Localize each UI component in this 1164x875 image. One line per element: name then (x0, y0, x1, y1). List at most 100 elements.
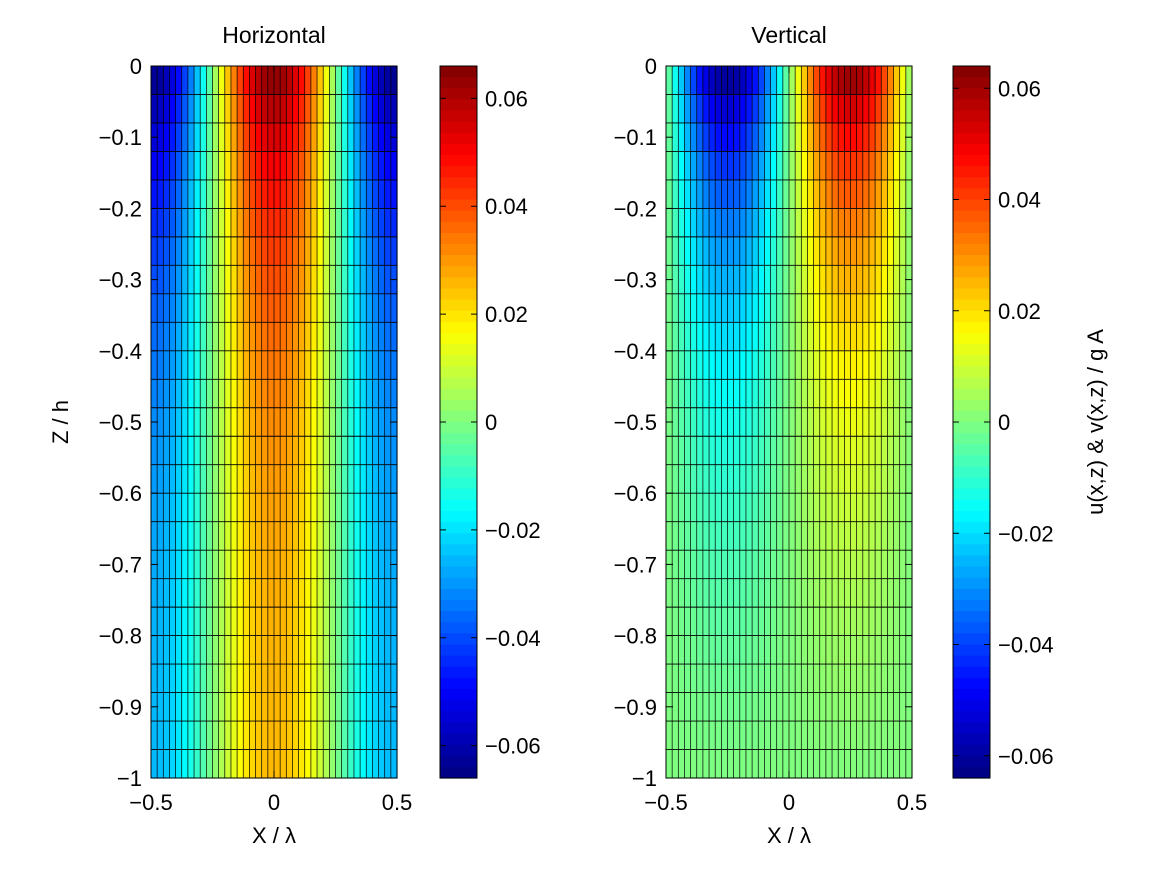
heatmap-cell (770, 265, 778, 295)
heatmap-cell (702, 749, 710, 779)
heatmap-cell (709, 179, 716, 209)
heatmap-cell (212, 721, 220, 751)
heatmap-cell (255, 379, 263, 409)
heatmap-cell (384, 236, 392, 266)
heatmap-cell (721, 122, 729, 153)
heatmap-cell (390, 607, 398, 637)
heatmap-cell (764, 664, 772, 694)
heatmap-cell (819, 293, 827, 323)
colorbar-tick-label: 0.04 (485, 194, 528, 219)
heatmap-cell (360, 407, 367, 437)
heatmap-cell (200, 493, 207, 523)
heatmap-cell (733, 607, 741, 637)
heatmap-cell (218, 721, 226, 751)
heatmap-cell (721, 692, 729, 722)
heatmap-cell (752, 607, 759, 637)
heatmap-cell (752, 464, 759, 494)
heatmap-cell (789, 151, 796, 181)
colorbar-swatch (953, 210, 990, 223)
heatmap-cell (224, 692, 232, 722)
heatmap-cell (881, 493, 888, 523)
colorbar-horizontal: 0.060.040.020−0.02−0.04−0.06 (439, 65, 541, 779)
colorbar-swatch (953, 177, 990, 189)
heatmap-cell (360, 122, 367, 153)
heatmap-cell (390, 322, 398, 352)
heatmap-cell (212, 66, 220, 96)
heatmap-cell (200, 179, 207, 209)
heatmap-cell (856, 265, 864, 295)
heatmap-cell (304, 749, 312, 779)
heatmap-cell (157, 407, 164, 437)
heatmap-cell (776, 664, 784, 694)
heatmap-cell (789, 692, 796, 722)
heatmap-cell (243, 265, 250, 295)
heatmap-cell (384, 578, 392, 608)
heatmap-cell (323, 521, 330, 551)
heatmap-cell (218, 293, 226, 323)
heatmap-cell (702, 521, 710, 551)
heatmap-cell (727, 692, 735, 722)
heatmap-cell (807, 94, 815, 124)
heatmap-cell (372, 179, 380, 209)
heatmap-cell (206, 122, 214, 153)
heatmap-cell (844, 578, 852, 608)
heatmap-cell (366, 66, 373, 96)
heatmap-cell (733, 350, 741, 380)
heatmap-cell (237, 293, 244, 323)
heatmap-cell (353, 721, 361, 751)
heatmap-cell (329, 265, 337, 295)
heatmap-cell (819, 464, 827, 494)
heatmap-cell (181, 407, 189, 437)
heatmap-cell (782, 578, 790, 608)
heatmap-cell (745, 179, 753, 209)
heatmap-cell (862, 521, 870, 551)
heatmap-cell (709, 493, 716, 523)
heatmap-cell (745, 721, 753, 751)
heatmap-cell (212, 94, 220, 124)
heatmap-cell (782, 521, 790, 551)
heatmap-cell (360, 521, 367, 551)
heatmap-cell (237, 322, 244, 352)
heatmap-cell (881, 379, 888, 409)
colorbar-swatch (440, 766, 477, 779)
heatmap-cell (752, 721, 759, 751)
heatmap-cell (237, 749, 244, 779)
heatmap-cell (317, 66, 324, 96)
heatmap-cell (672, 208, 679, 238)
heatmap-cell (782, 721, 790, 751)
heatmap-cell (280, 407, 287, 437)
heatmap-cell (347, 66, 355, 96)
heatmap-cell (384, 293, 392, 323)
heatmap-cell (850, 721, 858, 751)
heatmap-cell (163, 66, 171, 96)
heatmap-cell (684, 208, 692, 238)
heatmap-cell (752, 379, 759, 409)
heatmap-cell (360, 322, 367, 352)
colorbar-swatch (953, 600, 990, 612)
heatmap-cell (856, 436, 864, 466)
colorbar-swatch (440, 700, 477, 712)
heatmap-cell (230, 749, 238, 779)
heatmap-cell (776, 578, 784, 608)
heatmap-cell (200, 692, 207, 722)
heatmap-cell (243, 151, 250, 181)
heatmap-cell (267, 607, 275, 637)
colorbar-swatch (953, 744, 990, 757)
heatmap-cell (678, 635, 686, 665)
heatmap-cell (341, 692, 349, 722)
heatmap-cell (881, 464, 888, 494)
heatmap-cell (899, 265, 907, 295)
heatmap-cell (157, 179, 164, 209)
heatmap-cell (868, 236, 876, 266)
heatmap-cell (366, 407, 373, 437)
colorbar-swatch (440, 544, 477, 557)
heatmap-cell (274, 578, 281, 608)
heatmap-cell (335, 407, 343, 437)
heatmap-cell (850, 151, 858, 181)
heatmap-cell (702, 208, 710, 238)
heatmap-cell (267, 94, 275, 124)
heatmap-cell (684, 692, 692, 722)
heatmap-cell (715, 66, 722, 96)
heatmap-cell (151, 436, 158, 466)
colorbar-swatch (440, 566, 477, 579)
